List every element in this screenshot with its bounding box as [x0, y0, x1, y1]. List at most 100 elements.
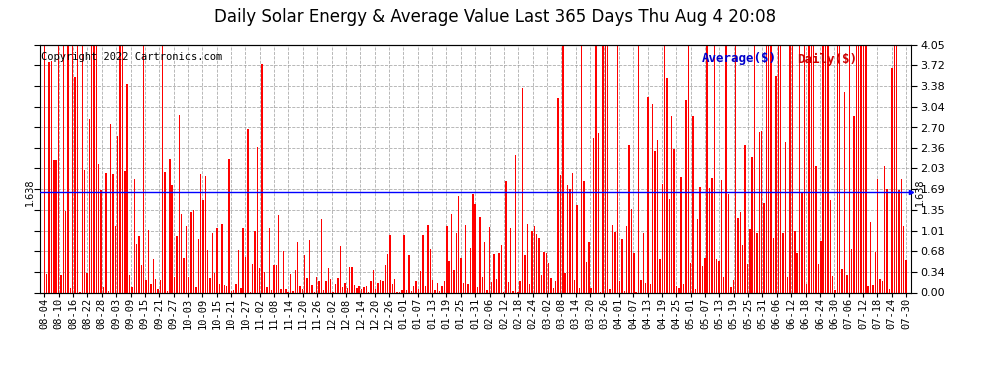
- Bar: [770, 45, 772, 292]
- Bar: [622, 238, 623, 292]
- Bar: [127, 84, 128, 292]
- Bar: [358, 286, 360, 292]
- Bar: [238, 250, 240, 292]
- Bar: [406, 290, 407, 292]
- Bar: [370, 281, 372, 292]
- Bar: [65, 211, 66, 292]
- Text: 1.638: 1.638: [915, 178, 926, 206]
- Bar: [86, 273, 88, 292]
- Bar: [292, 291, 294, 292]
- Bar: [217, 228, 218, 292]
- Bar: [231, 291, 232, 292]
- Bar: [896, 45, 897, 292]
- Bar: [820, 241, 822, 292]
- Bar: [685, 100, 687, 292]
- Bar: [72, 45, 73, 292]
- Bar: [484, 242, 485, 292]
- Bar: [469, 248, 471, 292]
- Bar: [583, 180, 585, 292]
- Text: Daily($): Daily($): [798, 53, 857, 66]
- Bar: [586, 262, 587, 292]
- Bar: [98, 164, 99, 292]
- Bar: [647, 97, 648, 292]
- Bar: [588, 242, 589, 292]
- Bar: [830, 200, 831, 292]
- Bar: [855, 45, 857, 292]
- Bar: [442, 286, 443, 292]
- Bar: [709, 188, 710, 292]
- Bar: [711, 178, 713, 292]
- Bar: [144, 45, 145, 292]
- Bar: [176, 236, 177, 292]
- Bar: [704, 258, 706, 292]
- Bar: [687, 45, 689, 292]
- Bar: [768, 45, 769, 292]
- Bar: [832, 276, 834, 292]
- Bar: [392, 284, 393, 292]
- Bar: [251, 264, 253, 292]
- Bar: [209, 278, 211, 292]
- Bar: [408, 255, 410, 292]
- Bar: [738, 218, 739, 292]
- Bar: [477, 286, 478, 292]
- Bar: [202, 200, 204, 292]
- Bar: [581, 45, 582, 292]
- Bar: [659, 259, 660, 292]
- Bar: [515, 155, 516, 292]
- Bar: [271, 290, 272, 292]
- Bar: [690, 262, 691, 292]
- Bar: [898, 190, 900, 292]
- Bar: [571, 173, 573, 292]
- Bar: [728, 194, 730, 292]
- Bar: [435, 290, 436, 292]
- Bar: [641, 280, 642, 292]
- Bar: [894, 45, 895, 292]
- Bar: [418, 289, 419, 292]
- Bar: [525, 255, 526, 292]
- Bar: [612, 225, 613, 292]
- Bar: [205, 176, 206, 292]
- Bar: [860, 45, 861, 292]
- Bar: [569, 189, 570, 292]
- Bar: [380, 279, 381, 292]
- Bar: [46, 274, 48, 292]
- Bar: [527, 225, 528, 292]
- Bar: [268, 228, 270, 292]
- Bar: [541, 276, 543, 292]
- Bar: [467, 284, 469, 292]
- Bar: [626, 226, 628, 292]
- Bar: [174, 277, 175, 292]
- Bar: [372, 270, 374, 292]
- Text: 1.638: 1.638: [25, 178, 36, 206]
- Bar: [74, 77, 76, 292]
- Bar: [555, 280, 556, 292]
- Bar: [448, 261, 449, 292]
- Bar: [707, 45, 708, 292]
- Bar: [340, 246, 341, 292]
- Bar: [550, 278, 551, 292]
- Bar: [401, 290, 403, 292]
- Bar: [680, 177, 682, 292]
- Bar: [806, 284, 807, 292]
- Bar: [285, 288, 286, 292]
- Bar: [49, 62, 50, 292]
- Bar: [796, 253, 798, 292]
- Bar: [491, 282, 492, 292]
- Bar: [874, 252, 876, 292]
- Bar: [195, 287, 197, 292]
- Bar: [614, 232, 616, 292]
- Bar: [465, 225, 466, 292]
- Bar: [607, 45, 609, 292]
- Bar: [453, 270, 454, 292]
- Bar: [353, 285, 355, 292]
- Bar: [882, 281, 883, 292]
- Bar: [598, 132, 599, 292]
- Bar: [245, 256, 247, 292]
- Bar: [801, 192, 803, 292]
- Bar: [458, 196, 459, 292]
- Bar: [522, 88, 524, 292]
- Bar: [816, 166, 817, 292]
- Bar: [534, 226, 535, 292]
- Bar: [342, 287, 344, 292]
- Bar: [699, 188, 701, 292]
